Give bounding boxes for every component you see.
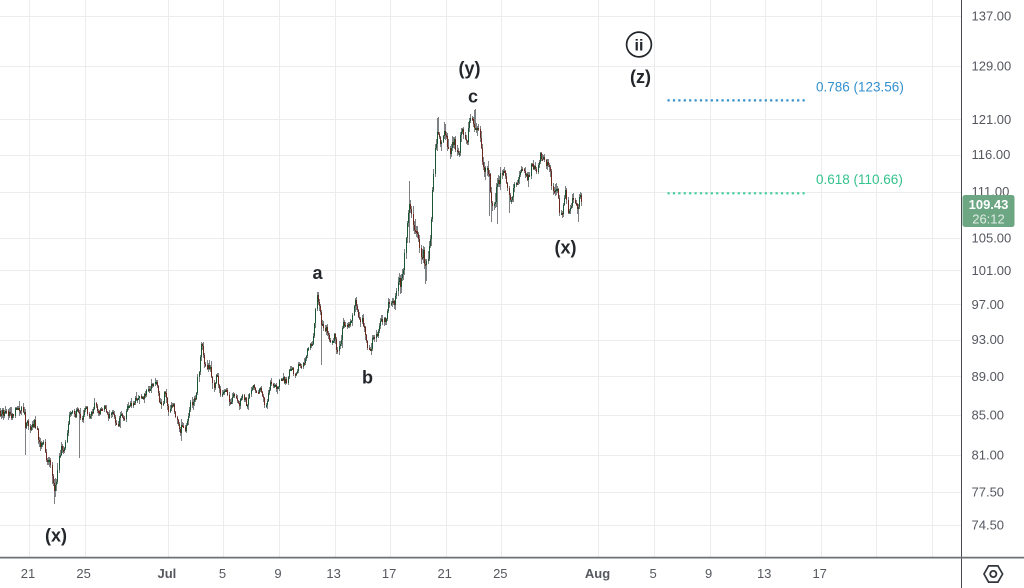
svg-text:Jul: Jul: [158, 566, 177, 581]
svg-text:89.00: 89.00: [972, 369, 1005, 384]
svg-text:25: 25: [493, 566, 507, 581]
svg-text:26:12: 26:12: [972, 212, 1005, 227]
svg-text:77.50: 77.50: [972, 485, 1005, 500]
svg-text:101.00: 101.00: [972, 263, 1012, 278]
svg-text:21: 21: [437, 566, 451, 581]
svg-text:0.786 (123.56): 0.786 (123.56): [816, 80, 904, 95]
svg-text:a: a: [312, 263, 323, 283]
svg-text:5: 5: [219, 566, 226, 581]
svg-text:(x): (x): [555, 238, 577, 258]
svg-text:21: 21: [21, 566, 35, 581]
svg-text:(y): (y): [459, 59, 481, 79]
svg-text:93.00: 93.00: [972, 332, 1005, 347]
svg-text:85.00: 85.00: [972, 407, 1005, 422]
svg-text:(z): (z): [630, 67, 651, 87]
svg-text:9: 9: [705, 566, 712, 581]
svg-text:25: 25: [76, 566, 90, 581]
svg-text:121.00: 121.00: [972, 112, 1012, 127]
svg-text:81.00: 81.00: [972, 448, 1005, 463]
svg-text:116.00: 116.00: [972, 147, 1011, 162]
svg-text:(x): (x): [45, 526, 67, 546]
svg-text:129.00: 129.00: [972, 58, 1012, 73]
svg-text:c: c: [468, 87, 478, 107]
svg-text:5: 5: [649, 566, 656, 581]
svg-text:ii: ii: [635, 38, 644, 55]
svg-text:9: 9: [274, 566, 281, 581]
svg-text:13: 13: [326, 566, 340, 581]
svg-text:13: 13: [757, 566, 771, 581]
svg-text:97.00: 97.00: [972, 297, 1005, 312]
svg-text:105.00: 105.00: [972, 231, 1012, 246]
svg-text:74.50: 74.50: [972, 518, 1005, 533]
svg-text:0.618 (110.66): 0.618 (110.66): [816, 172, 903, 187]
svg-text:109.43: 109.43: [969, 197, 1009, 212]
svg-text:17: 17: [812, 566, 826, 581]
svg-text:17: 17: [382, 566, 396, 581]
svg-text:Aug: Aug: [585, 566, 610, 581]
svg-text:b: b: [362, 368, 373, 388]
svg-text:137.00: 137.00: [972, 9, 1012, 24]
